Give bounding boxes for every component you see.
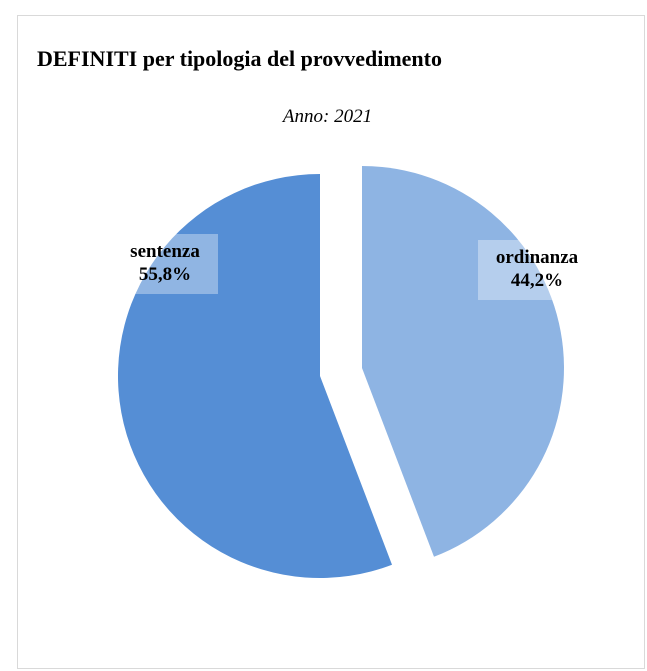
data-label-ordinanza: ordinanza 44,2%: [478, 240, 596, 300]
data-label-sentenza: sentenza 55,8%: [112, 234, 218, 294]
data-label-ordinanza-name: ordinanza: [495, 247, 579, 268]
chart-title: DEFINITI per tipologia del provvedimento: [37, 46, 442, 71]
data-label-sentenza-value: 55,8%: [138, 264, 192, 285]
pie-slice-sentenza: [117, 173, 392, 579]
pie-slice-ordinanza: [362, 166, 564, 557]
chart-subtitle: Anno: 2021: [0, 106, 647, 128]
data-label-sentenza-name: sentenza: [130, 241, 200, 262]
chart-subtitle-text: Anno: 2021: [282, 106, 373, 127]
data-label-ordinanza-value: 44,2%: [510, 270, 564, 291]
